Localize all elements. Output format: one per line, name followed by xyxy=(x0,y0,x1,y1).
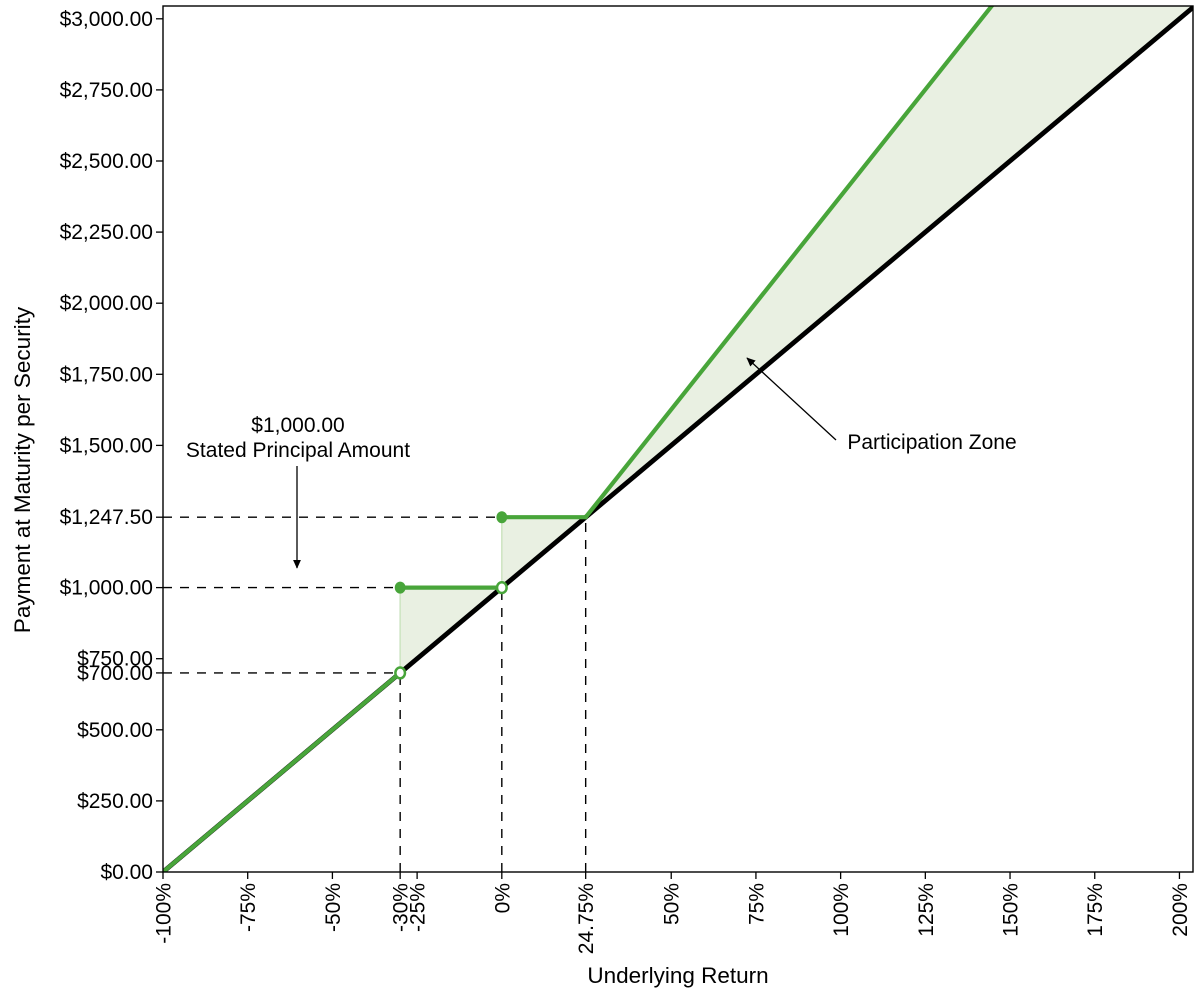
y-tick-label: $250.00 xyxy=(77,790,153,813)
x-tick-label: 50% xyxy=(661,883,684,925)
x-tick-label: 0% xyxy=(491,883,514,913)
y-tick-label: $1,500.00 xyxy=(60,434,153,457)
x-tick-label: 175% xyxy=(1084,883,1107,937)
x-tick-label: -25% xyxy=(407,883,430,932)
payoff-jump-point-closed xyxy=(496,511,508,524)
y-tick-label: $750.00 xyxy=(77,648,153,671)
x-tick-label: -75% xyxy=(237,883,260,932)
payoff-jump-point-open xyxy=(394,666,407,680)
plot-border xyxy=(162,5,1194,873)
payment-at-maturity-line xyxy=(163,670,403,872)
annotation-principal-text: $1,000.00 xyxy=(251,414,344,437)
y-tick-label: $2,500.00 xyxy=(60,150,153,173)
payment-at-maturity-line xyxy=(583,6,995,520)
x-tick-label: 125% xyxy=(915,883,938,937)
x-tick-label: 24.75% xyxy=(575,883,598,954)
payoff-jump-point-closed xyxy=(394,581,406,594)
annotation-principal-text: Stated Principal Amount xyxy=(186,439,410,462)
x-tick-label: 100% xyxy=(830,883,853,937)
y-tick-label: $700.00 xyxy=(77,662,153,685)
y-axis-title: Payment at Maturity per Security xyxy=(10,306,35,633)
y-tick-label: $1,247.50 xyxy=(60,506,153,529)
x-tick-label: 150% xyxy=(1000,883,1023,937)
y-tick-label: $1,750.00 xyxy=(60,363,153,386)
plot-area xyxy=(163,6,1193,872)
y-tick-label: $500.00 xyxy=(77,719,153,742)
payoff-jump-point-open xyxy=(495,580,508,595)
x-tick-label: -50% xyxy=(322,883,345,932)
x-tick-label: -100% xyxy=(153,883,176,944)
x-tick-label: 200% xyxy=(1169,883,1192,937)
y-tick-label: $2,000.00 xyxy=(60,292,153,315)
y-tick-label: $2,250.00 xyxy=(60,221,153,244)
y-tick-label: $3,000.00 xyxy=(60,8,153,31)
annotation-participation-text: Participation Zone xyxy=(847,431,1016,454)
y-tick-label: $0.00 xyxy=(100,861,153,884)
x-axis-title: Underlying Return xyxy=(587,963,768,988)
y-tick-label: $1,000.00 xyxy=(60,577,153,600)
annotation-participation-arrow xyxy=(746,357,837,441)
x-tick-label: -30% xyxy=(390,883,413,932)
y-tick-label: $2,750.00 xyxy=(60,79,153,102)
x-tick-label: 75% xyxy=(745,883,768,925)
